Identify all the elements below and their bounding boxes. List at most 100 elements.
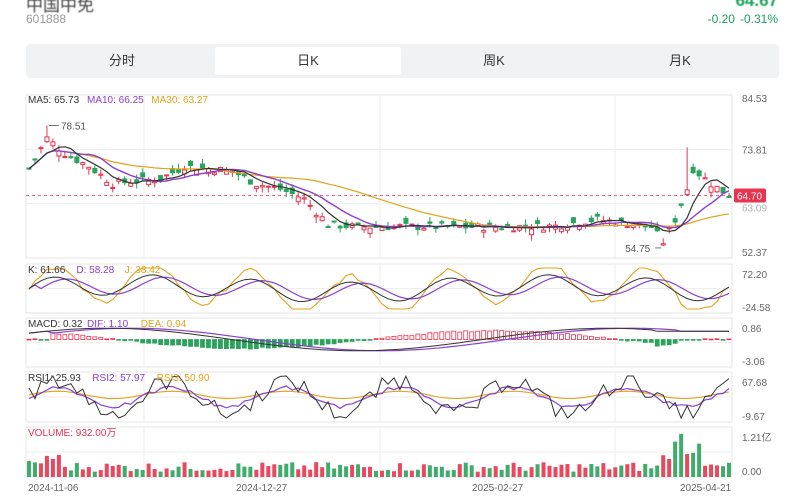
candle-body	[696, 170, 702, 177]
candle-body	[558, 228, 564, 233]
macd-bar	[62, 334, 68, 340]
candle-body	[397, 224, 403, 227]
volume-bar	[691, 452, 696, 477]
volume-bar	[146, 463, 151, 477]
volume-bar	[50, 458, 55, 477]
volume-bar	[164, 468, 169, 477]
candles	[26, 125, 732, 246]
macd-bar	[654, 339, 660, 347]
candle-body	[211, 172, 217, 175]
macd-bar	[565, 333, 570, 340]
volume-bar	[511, 462, 516, 477]
candle-body	[188, 160, 194, 166]
volume-bar	[80, 469, 85, 477]
volume-bar	[727, 462, 732, 477]
kline-chart[interactable]: 64.70 78.51 54.75 MA5: 65.73 MA10: 66.25 MA30…	[0, 88, 800, 500]
legend-ma5: MA5: 65.73	[28, 95, 80, 106]
macd-bar	[481, 330, 487, 340]
volume-bar	[302, 465, 307, 477]
macd-bar	[559, 333, 564, 340]
volume-bar	[128, 471, 133, 477]
volume-bar	[134, 469, 139, 477]
volume-bar	[260, 462, 265, 477]
y-tick-bottom-2: -3.06	[742, 357, 765, 368]
macd-bar	[606, 338, 612, 340]
macd-bar	[74, 334, 80, 340]
x-tick-0: 2024-11-06	[28, 483, 79, 494]
candle-body	[672, 218, 678, 223]
volume-bar	[200, 470, 205, 477]
volume-bar	[421, 464, 426, 477]
volume-bar	[481, 467, 486, 477]
tab-monthly-k[interactable]: 月K	[669, 53, 691, 68]
candle-body	[128, 182, 134, 187]
volume-bar	[391, 471, 396, 477]
volume-bar	[715, 465, 720, 477]
candle-body	[690, 166, 696, 174]
candle-body	[487, 222, 493, 225]
current-price: 64.67	[735, 0, 778, 10]
macd-bar	[612, 338, 618, 340]
candle-body	[98, 173, 104, 176]
macd-bar	[26, 338, 32, 341]
volume-bar	[332, 468, 337, 477]
volume-bar	[643, 463, 648, 477]
candle-body	[541, 229, 547, 233]
macd-bar	[385, 336, 391, 340]
volume-bar	[673, 441, 678, 477]
volume-bar	[505, 464, 510, 477]
rsi1-line	[28, 374, 730, 420]
macd-bar	[104, 338, 110, 341]
volume-bar	[320, 467, 325, 477]
candle-body	[44, 136, 50, 143]
tab-intraday[interactable]: 分时	[108, 53, 135, 68]
volume-bar	[409, 470, 414, 477]
volume-bar	[104, 463, 109, 477]
macd-bar	[182, 339, 187, 347]
macd-bar	[720, 339, 726, 341]
macd-bar	[499, 330, 505, 340]
macd-bar	[487, 330, 493, 340]
candle-body	[104, 181, 110, 186]
macd-bar	[146, 339, 152, 344]
tab-weekly-k[interactable]: 周K	[483, 53, 505, 68]
candle-body	[343, 222, 349, 228]
macd-bar	[547, 331, 552, 340]
volume-bar	[38, 463, 43, 477]
candle-body	[289, 187, 295, 195]
macd-bar	[110, 338, 116, 340]
current-price-label: 64.70	[737, 192, 762, 203]
volume-bar	[26, 460, 31, 477]
macd-bar	[152, 339, 158, 344]
tab-daily-k[interactable]: 日K	[215, 47, 401, 75]
macd-bar	[230, 339, 235, 349]
candle-body	[307, 204, 313, 207]
macd-bar	[206, 339, 211, 349]
x-tick-2: 2025-02-27	[472, 483, 524, 494]
volume-bar	[559, 464, 564, 477]
volume-bar	[68, 470, 73, 477]
macd-bar	[68, 333, 74, 340]
volume-bar	[362, 467, 367, 477]
macd-bar	[678, 339, 684, 341]
y-tick-price-3: 52.37	[742, 248, 767, 259]
candle-body	[570, 217, 576, 224]
candle-body	[140, 172, 146, 178]
volume-bar	[314, 462, 319, 477]
macd-bar	[600, 336, 606, 340]
volume-bar	[98, 470, 103, 477]
volume-bar	[667, 459, 672, 477]
volume-bar	[493, 466, 498, 477]
macd-bar	[714, 338, 720, 340]
candle-body	[720, 186, 726, 194]
macd-bar	[218, 339, 223, 349]
x-tick-3: 2025-04-21	[680, 483, 732, 494]
candle-body	[253, 185, 259, 190]
macd-bar	[726, 338, 732, 341]
macd-bar	[708, 338, 714, 341]
candle-body	[433, 227, 439, 230]
macd-bar	[433, 332, 439, 340]
volume-bar	[445, 470, 450, 477]
candle-body	[301, 197, 307, 200]
legend-k: K: 61.66	[28, 265, 66, 276]
